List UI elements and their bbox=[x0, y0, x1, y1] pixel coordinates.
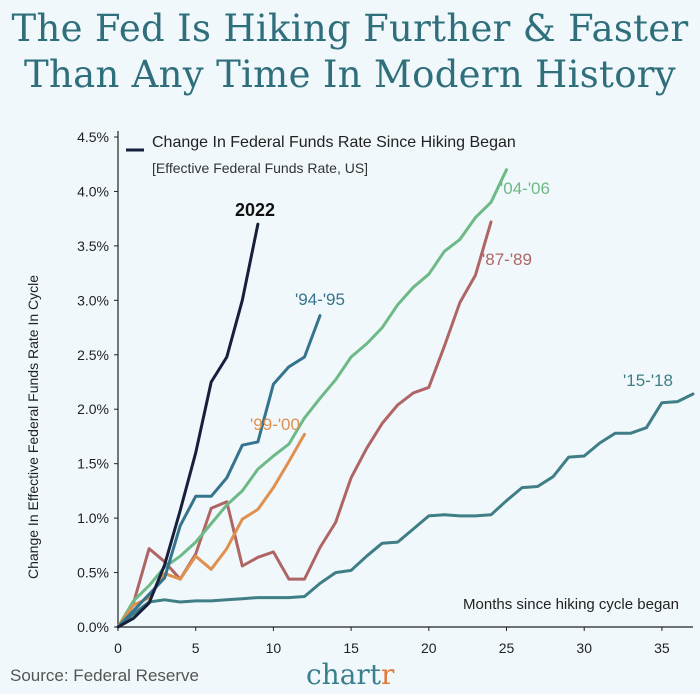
y-tick-label: 3.5% bbox=[77, 238, 109, 254]
y-axis-label: Change In Effective Federal Funds Rate I… bbox=[25, 275, 41, 579]
x-axis-label: Months since hiking cycle began bbox=[463, 596, 679, 613]
x-tick-label: 15 bbox=[343, 640, 359, 656]
series-label: 2022 bbox=[235, 200, 275, 220]
title-line-1: The Fed Is Hiking Further & Faster bbox=[11, 7, 689, 50]
x-tick-label: 0 bbox=[114, 640, 122, 656]
x-tick-label: 30 bbox=[576, 640, 592, 656]
chart-title: Change In Federal Funds Rate Since Hikin… bbox=[152, 134, 516, 151]
y-tick-label: 0.0% bbox=[77, 619, 109, 635]
x-tick-label: 20 bbox=[421, 640, 437, 656]
y-tick-label: 2.5% bbox=[77, 347, 109, 363]
y-tick-label: 1.5% bbox=[77, 456, 109, 472]
series-line bbox=[116, 220, 493, 629]
y-tick-label: 3.0% bbox=[77, 292, 109, 308]
x-tick-label: 25 bbox=[499, 640, 515, 656]
y-tick-label: 2.0% bbox=[77, 401, 109, 417]
chart-subtitle: [Effective Federal Funds Rate, US] bbox=[152, 160, 368, 176]
series-line bbox=[116, 392, 695, 629]
y-tick-label: 4.0% bbox=[77, 183, 109, 199]
brand-accent: r bbox=[381, 658, 395, 691]
series-label: '94-'95 bbox=[295, 290, 345, 309]
y-tick-label: 4.5% bbox=[77, 129, 109, 145]
y-tick-label: 0.5% bbox=[77, 565, 109, 581]
y-tick-label: 1.0% bbox=[77, 510, 109, 526]
series-label: '04-'06 bbox=[500, 179, 550, 198]
x-tick-label: 5 bbox=[192, 640, 200, 656]
title-line-2: Than Any Time In Modern History bbox=[24, 53, 676, 96]
x-tick-label: 35 bbox=[654, 640, 670, 656]
page-title: The Fed Is Hiking Further & Faster Than … bbox=[0, 6, 700, 98]
series-line bbox=[116, 314, 322, 629]
series-line bbox=[116, 168, 508, 629]
x-tick-label: 10 bbox=[266, 640, 282, 656]
series-label: '87-'89 bbox=[482, 250, 532, 269]
series-label: '99-'00 bbox=[250, 415, 300, 434]
series-line bbox=[116, 222, 260, 629]
source-note: Source: Federal Reserve bbox=[10, 666, 199, 685]
series-line bbox=[116, 432, 306, 629]
brand-logo: chartr bbox=[306, 658, 394, 691]
brand-text: chart bbox=[306, 658, 382, 691]
series-label: '15-'18 bbox=[623, 371, 673, 390]
